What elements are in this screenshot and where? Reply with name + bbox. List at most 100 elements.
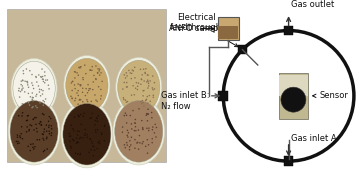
Bar [217,17,238,40]
Circle shape [138,148,139,150]
Circle shape [79,138,80,139]
Circle shape [41,68,43,70]
Circle shape [91,143,93,144]
Circle shape [90,149,92,150]
Circle shape [126,122,127,124]
Circle shape [134,139,136,140]
Circle shape [32,92,33,94]
Circle shape [137,85,138,87]
Circle shape [24,91,25,93]
Circle shape [146,115,147,116]
Circle shape [141,103,142,105]
Circle shape [95,99,97,101]
Circle shape [18,88,20,89]
Circle shape [70,124,72,126]
Circle shape [44,101,45,102]
Circle shape [80,137,82,138]
Circle shape [40,121,41,122]
Circle shape [74,84,75,86]
Circle shape [82,77,84,78]
Circle shape [29,124,31,126]
Circle shape [131,94,132,96]
Circle shape [93,75,95,76]
Circle shape [77,142,78,143]
Circle shape [90,117,92,119]
Circle shape [69,140,71,142]
Circle shape [89,118,91,119]
Text: Sensor: Sensor [313,91,348,100]
Text: Electrical
feedthrough: Electrical feedthrough [170,13,238,47]
Circle shape [77,90,79,91]
Circle shape [50,135,52,136]
Circle shape [79,99,81,100]
Circle shape [146,128,148,129]
Circle shape [98,86,99,88]
Circle shape [38,74,40,76]
Circle shape [30,96,31,98]
Circle shape [91,70,93,71]
Circle shape [128,70,130,71]
Circle shape [78,74,79,76]
Circle shape [46,124,47,126]
Circle shape [72,128,74,129]
Circle shape [51,132,52,134]
Circle shape [38,91,40,93]
Circle shape [151,112,152,113]
Circle shape [19,135,21,137]
Circle shape [40,95,41,97]
Circle shape [100,98,101,100]
Circle shape [136,89,138,90]
Ellipse shape [8,98,60,165]
Circle shape [123,99,125,100]
Circle shape [27,146,29,147]
Circle shape [131,136,132,138]
Circle shape [136,142,138,144]
Circle shape [152,96,154,98]
Circle shape [41,89,42,91]
Circle shape [42,90,44,91]
Circle shape [147,79,148,81]
Ellipse shape [13,61,55,115]
Circle shape [126,86,127,88]
Circle shape [142,95,144,97]
Circle shape [32,100,33,101]
Circle shape [84,135,85,136]
Circle shape [34,117,36,119]
Circle shape [93,146,94,147]
Circle shape [125,99,126,101]
Circle shape [17,141,19,142]
Circle shape [122,126,123,128]
Circle shape [48,127,49,128]
Circle shape [84,64,86,66]
Circle shape [146,99,147,101]
Circle shape [74,88,76,89]
Circle shape [134,122,136,124]
Circle shape [126,75,128,77]
Circle shape [72,81,73,82]
Circle shape [44,82,45,84]
Circle shape [152,129,153,130]
Circle shape [21,115,23,117]
Circle shape [26,81,28,82]
Circle shape [34,146,36,147]
Circle shape [26,115,28,117]
Circle shape [147,74,148,76]
Circle shape [49,116,50,117]
Circle shape [123,74,125,76]
Circle shape [22,138,23,139]
Circle shape [97,121,98,122]
Circle shape [50,118,52,119]
Circle shape [76,143,77,144]
Circle shape [95,120,96,121]
Circle shape [46,79,48,81]
Circle shape [101,95,102,97]
Circle shape [82,101,83,103]
Circle shape [48,130,50,132]
Circle shape [130,72,131,74]
Circle shape [40,76,41,77]
Circle shape [22,80,24,81]
Circle shape [126,142,127,143]
Circle shape [154,88,155,90]
Circle shape [26,126,28,128]
Circle shape [46,130,48,132]
